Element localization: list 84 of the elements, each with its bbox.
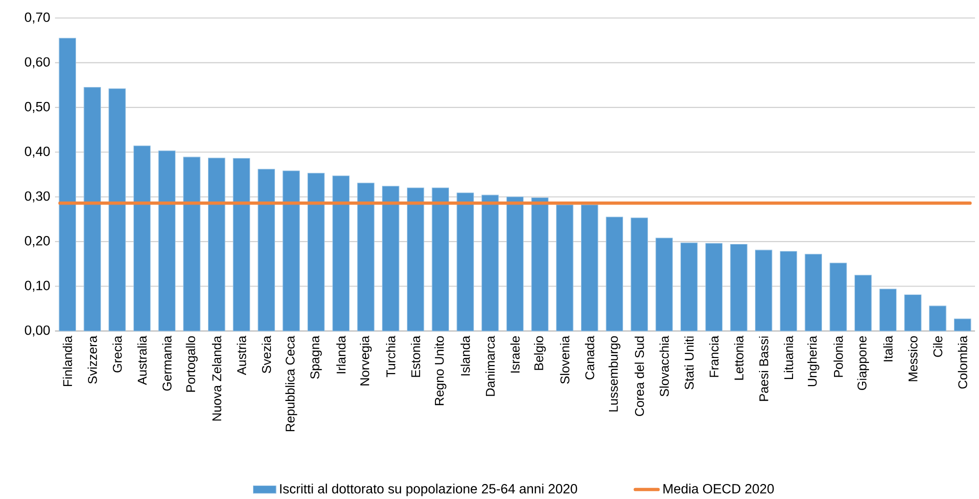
bar — [730, 244, 748, 332]
bar — [133, 146, 151, 332]
x-tick-label: Regno Unito — [434, 336, 446, 406]
x-tick-label: Polonia — [834, 336, 843, 377]
y-tick-label: 0,70 — [24, 12, 50, 24]
legend-label: Iscritti al dottorato su popolazione 25-64 anni 2020 — [280, 484, 578, 496]
x-tick-label: Austria — [236, 336, 246, 376]
y-tick-label: 0,50 — [24, 102, 50, 113]
bar — [531, 197, 548, 332]
bar — [954, 318, 972, 332]
x-tick-label: Svizzera — [88, 336, 97, 384]
x-tick-label: Lituania — [784, 336, 794, 380]
x-tick-label: Danimarca — [485, 336, 495, 396]
bar — [357, 182, 374, 332]
bar — [656, 238, 673, 332]
x-tick-label: Norvegia — [360, 336, 372, 386]
x-tick-label: Svezia — [262, 336, 272, 374]
bar — [879, 288, 897, 332]
x-tick-label: Estonia — [410, 336, 420, 377]
y-tick-label: 0,20 — [24, 236, 50, 248]
bar — [432, 188, 450, 332]
x-tick-label: Slovenia — [560, 336, 570, 384]
bar — [108, 88, 126, 332]
y-tick-label: 0,60 — [24, 57, 50, 68]
bar — [630, 218, 648, 332]
bar — [158, 150, 176, 332]
bar — [580, 204, 598, 332]
x-tick-label: Spagna — [310, 336, 322, 379]
x-tick-label: Turchia — [386, 336, 396, 378]
bar — [755, 250, 772, 332]
x-tick-label: Nuova Zelanda — [212, 336, 222, 421]
x-tick-label: Giappone — [857, 336, 870, 390]
x-tick-label: Portogallo — [186, 336, 198, 392]
x-tick-label: Cile — [933, 336, 942, 357]
x-tick-label: Australia — [137, 336, 147, 385]
x-tick-label: Corea del Sud — [634, 336, 644, 416]
x-tick-label: Lettonia — [734, 336, 744, 380]
bar — [680, 242, 698, 332]
x-tick-label: Ungheria — [807, 336, 820, 386]
bar — [929, 306, 946, 332]
y-tick-label: 0,40 — [24, 146, 50, 158]
x-tick-label: Francia — [709, 336, 719, 377]
x-tick-label: Slovacchia — [660, 336, 669, 396]
x-tick-label: Stati Uniti — [684, 336, 694, 390]
x-tick-label: Germania — [162, 336, 172, 391]
bar — [904, 294, 922, 332]
bar — [606, 216, 624, 332]
bar — [208, 158, 226, 332]
bar — [84, 87, 101, 332]
bar — [804, 254, 822, 332]
bar — [307, 172, 325, 332]
legend-label: Media OECD 2020 — [664, 484, 774, 494]
x-tick-label: Finlandia — [62, 336, 72, 386]
bar — [830, 262, 847, 332]
bar — [705, 243, 723, 332]
bar — [232, 158, 250, 332]
x-tick-label: Islanda — [460, 336, 470, 376]
bar — [258, 168, 275, 332]
bar — [456, 192, 474, 332]
bar — [282, 170, 300, 332]
bar — [854, 274, 872, 332]
x-tick-label: Repubblica Ceca — [285, 336, 298, 432]
x-tick-label: Paesi Bassi — [758, 336, 768, 401]
bar — [556, 204, 574, 332]
x-tick-label: Grecia — [112, 336, 122, 372]
bar — [482, 194, 499, 332]
y-tick-label: 0,10 — [24, 280, 50, 292]
bar — [183, 156, 200, 332]
x-tick-label: Belgio — [534, 336, 546, 370]
x-tick-label: Irlanda — [336, 336, 346, 374]
y-tick-label: 0,00 — [24, 325, 50, 337]
x-tick-label: Canada — [584, 336, 594, 380]
bar — [406, 188, 424, 332]
x-tick-label: Messico — [908, 336, 918, 382]
x-tick-label: Israele — [510, 336, 520, 373]
x-tick-label: Lussemburgo — [608, 336, 620, 412]
x-tick-label: Italia — [883, 336, 893, 362]
bar — [332, 176, 350, 332]
x-tick-label: Colombia — [958, 336, 968, 389]
bar — [58, 38, 76, 332]
bar — [382, 186, 400, 332]
bar — [780, 251, 798, 332]
bar — [506, 196, 524, 332]
y-tick-label: 0,30 — [24, 191, 50, 202]
